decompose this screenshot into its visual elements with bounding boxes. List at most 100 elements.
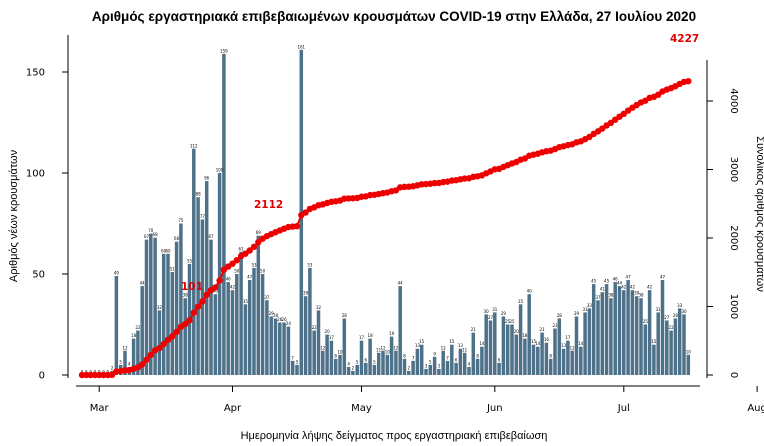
bar-day-17 [153, 237, 157, 375]
bar-label-day-74: 44 [398, 281, 404, 286]
cumulative-point-day-7 [108, 371, 116, 379]
bar-label-day-67: 18 [368, 333, 374, 338]
bar-label-day-137: 22 [669, 325, 675, 330]
bar-label-day-106: 14 [535, 341, 541, 346]
bar-label-day-11: 4 [128, 361, 131, 366]
bar-day-129 [634, 296, 639, 375]
bar-day-50 [295, 364, 299, 375]
bar-label-day-34: 46 [226, 277, 232, 282]
bar-day-99 [505, 324, 510, 375]
bar-label-day-61: 28 [342, 313, 348, 318]
bar-day-106 [536, 346, 540, 375]
bar-label-day-57: 20 [325, 329, 331, 334]
bar-day-118 [587, 308, 592, 375]
bar-day-108 [544, 342, 549, 375]
bar-day-44 [269, 316, 273, 375]
bar-day-139 [677, 308, 682, 375]
bar-label-day-108: 16 [544, 337, 550, 342]
bar-day-66 [364, 362, 368, 375]
bar-day-109 [548, 358, 553, 375]
cumulative-point-day-24 [182, 320, 189, 328]
bar-day-78 [415, 348, 420, 375]
bar-day-58 [329, 340, 334, 375]
bar-label-day-39: 47 [247, 275, 253, 280]
bar-day-92 [475, 358, 480, 375]
bar-label-day-102: 35 [518, 299, 524, 304]
bar-label-day-58: 17 [329, 335, 335, 340]
bar-label-day-90: 4 [468, 361, 471, 366]
cumulative-point-day-28 [199, 298, 206, 305]
bar-label-day-99: 25 [505, 319, 511, 324]
bar-day-32 [217, 173, 222, 375]
bar-day-26 [192, 148, 196, 375]
bar-label-day-25: 55 [187, 258, 193, 263]
bar-label-day-30: 67 [208, 234, 214, 239]
cumulative-point-day-31 [212, 284, 219, 291]
bar-day-48 [286, 326, 291, 375]
cumulative-point-day-18 [156, 344, 163, 352]
bar-day-16 [149, 233, 153, 375]
bar-day-27 [196, 197, 200, 375]
bar-day-40 [252, 267, 256, 375]
bar-label-day-7: 2 [111, 365, 114, 370]
bar-day-115 [574, 316, 579, 375]
bar-day-128 [630, 290, 635, 375]
bar-label-day-95: 27 [488, 315, 494, 320]
bar-day-42 [260, 274, 265, 375]
bar-day-33 [222, 53, 226, 375]
bar-day-87 [454, 362, 458, 375]
bar-label-day-37: 61 [239, 246, 245, 251]
bar-label-day-140: 30 [681, 309, 687, 314]
bar-label-day-119: 45 [591, 279, 597, 284]
bar-day-18 [157, 310, 162, 375]
bar-label-day-52: 39 [303, 291, 309, 296]
bar-label-day-46: 26 [277, 317, 283, 322]
bar-day-30 [209, 239, 213, 375]
bar-day-102 [518, 304, 523, 375]
bar-day-62 [346, 366, 351, 375]
bar-day-112 [561, 348, 566, 375]
bar-day-52 [303, 296, 308, 375]
bar-day-8 [114, 276, 119, 375]
bar-label-day-36: 50 [234, 269, 240, 274]
bar-day-28 [200, 219, 205, 375]
bar-day-29 [204, 181, 209, 375]
bar-label-day-68: 5 [373, 359, 376, 364]
bar-label-day-24: 38 [183, 293, 189, 298]
bar-label-day-128: 42 [630, 285, 636, 290]
bar-label-day-89: 11 [462, 347, 468, 352]
bar-label-day-122: 45 [604, 279, 610, 284]
bar-label-day-20: 60 [165, 248, 171, 253]
cumulative-point-day-50 [293, 223, 301, 230]
bar-day-89 [462, 352, 467, 375]
bar-day-75 [402, 358, 407, 375]
bar-day-34 [226, 282, 230, 375]
bar-day-69 [376, 352, 381, 375]
bar-label-day-17: 68 [153, 232, 159, 237]
left-y-axis-label: Αριθμός νέων κρουσμάτων [8, 149, 20, 282]
bar-label-day-86: 15 [449, 339, 455, 344]
bar-label-day-44: 29 [269, 311, 275, 316]
bar-label-day-76: 2 [408, 365, 411, 370]
x-tick-label-Mar: Mar [90, 403, 110, 414]
bar-label-day-93: 14 [479, 341, 485, 346]
bar-label-day-96: 31 [492, 307, 498, 312]
x-axis-label: Ημερομηνία λήψης δείγματος προς εργαστηρ… [241, 430, 548, 442]
bar-label-day-26: 112 [190, 143, 198, 148]
bar-label-day-51: 161 [297, 44, 305, 49]
bar-label-day-101: 20 [514, 329, 520, 334]
bar-label-day-97: 6 [498, 357, 501, 362]
bar-label-day-27: 88 [196, 192, 202, 197]
bar-label-day-18: 32 [157, 305, 163, 310]
bar-label-day-71: 10 [385, 349, 391, 354]
bar-label-day-21: 51 [170, 266, 176, 271]
bar-day-86 [450, 344, 454, 375]
annotation-2112: 2112 [254, 199, 283, 211]
bar-label-day-113: 17 [565, 335, 571, 340]
bar-day-24 [183, 298, 187, 375]
bar-label-day-114: 12 [570, 345, 576, 350]
bar-day-111 [557, 318, 562, 375]
bar-day-114 [570, 350, 574, 375]
bar-day-79 [419, 344, 424, 375]
bar-day-140 [682, 314, 686, 375]
